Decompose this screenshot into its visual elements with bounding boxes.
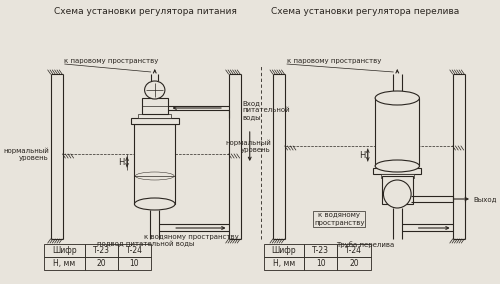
Ellipse shape xyxy=(375,160,420,172)
Text: Вход
питательной
воды: Вход питательной воды xyxy=(242,100,290,120)
Text: H: H xyxy=(358,151,365,160)
Text: Т-23: Т-23 xyxy=(93,246,110,255)
Bar xyxy=(138,114,172,118)
Ellipse shape xyxy=(144,81,165,99)
Text: нормальный
уровень: нормальный уровень xyxy=(3,147,48,161)
Bar xyxy=(118,257,151,270)
Text: 20: 20 xyxy=(349,259,359,268)
Bar xyxy=(118,244,151,257)
Bar xyxy=(338,257,370,270)
Text: к паровому пространству: к паровому пространству xyxy=(286,58,381,64)
Bar xyxy=(134,124,175,204)
Text: 10: 10 xyxy=(130,259,140,268)
Text: Труба перелива: Труба перелива xyxy=(336,241,394,248)
Text: к водяному пространству: к водяному пространству xyxy=(144,234,239,240)
Text: Схема установки регулятора перелива: Схема установки регулятора перелива xyxy=(271,7,459,16)
Text: H, мм: H, мм xyxy=(53,259,76,268)
Text: к водяному
пространству: к водяному пространству xyxy=(314,212,364,225)
Text: Т-23: Т-23 xyxy=(312,246,329,255)
Ellipse shape xyxy=(384,180,411,208)
Text: 20: 20 xyxy=(96,259,106,268)
Bar xyxy=(338,244,370,257)
Ellipse shape xyxy=(134,198,175,210)
Text: Выход: Выход xyxy=(474,196,497,202)
Bar xyxy=(304,257,338,270)
Text: Т-24: Т-24 xyxy=(346,246,362,255)
Text: Т-24: Т-24 xyxy=(126,246,143,255)
Text: 10: 10 xyxy=(316,259,326,268)
Bar xyxy=(374,168,422,174)
Bar xyxy=(142,98,168,114)
Text: Шифр: Шифр xyxy=(272,246,296,255)
Bar xyxy=(382,176,413,204)
Text: к паровому пространству: к паровому пространству xyxy=(64,58,158,64)
Bar xyxy=(131,118,178,124)
Bar xyxy=(84,244,118,257)
Text: нормальный
уровень: нормальный уровень xyxy=(225,139,271,153)
Bar xyxy=(380,174,414,178)
Bar xyxy=(264,244,304,257)
Text: Схема установки регулятора питания: Схема установки регулятора питания xyxy=(54,7,237,16)
Text: Шифр: Шифр xyxy=(52,246,76,255)
Bar xyxy=(304,244,338,257)
Text: H: H xyxy=(118,158,124,166)
Bar xyxy=(375,98,420,166)
Bar xyxy=(264,257,304,270)
Ellipse shape xyxy=(375,91,420,105)
Text: H, мм: H, мм xyxy=(272,259,295,268)
Bar xyxy=(84,257,118,270)
Bar xyxy=(44,244,84,257)
Text: подвод питательной воды: подвод питательной воды xyxy=(97,241,194,247)
Bar xyxy=(44,257,84,270)
